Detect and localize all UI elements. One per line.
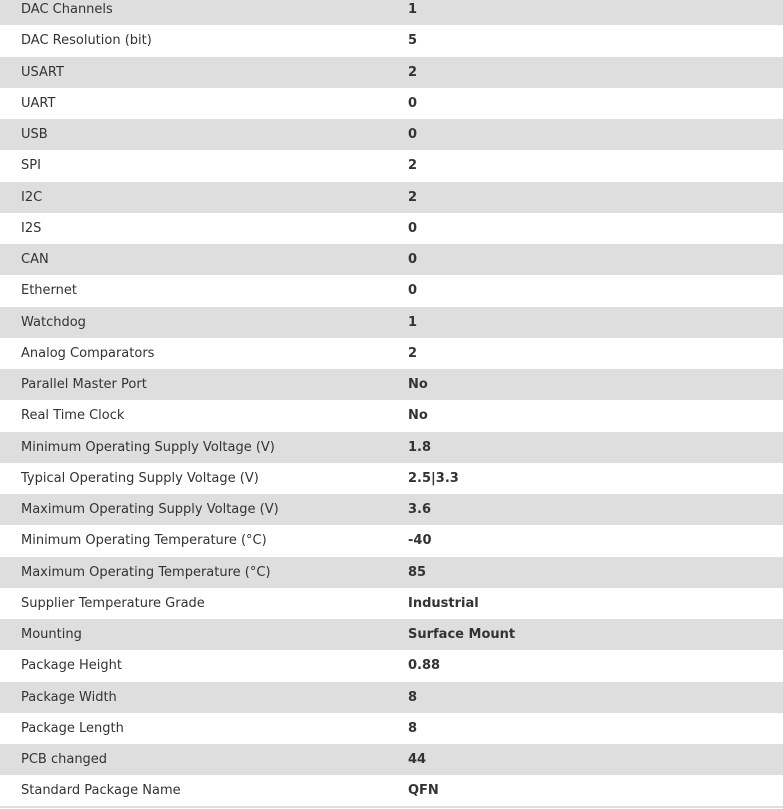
spec-row: Parallel Master Port No	[0, 369, 783, 401]
spec-row: Analog Comparators 2	[0, 337, 783, 369]
spec-value: 1	[408, 2, 418, 18]
spec-value: 1	[408, 314, 418, 330]
spec-row: Watchdog 1	[0, 306, 783, 338]
spec-row: Mounting Surface Mount	[0, 619, 783, 651]
spec-value: No	[408, 408, 428, 424]
spec-label: Package Length	[21, 720, 124, 736]
spec-label: Minimum Operating Temperature (°C)	[21, 533, 267, 549]
spec-row: UART 0	[0, 87, 783, 119]
spec-label: Ethernet	[21, 283, 77, 299]
spec-row: Maximum Operating Temperature (°C) 85	[0, 556, 783, 588]
spec-value: 0	[408, 127, 418, 143]
spec-row: Minimum Operating Supply Voltage (V) 1.8	[0, 431, 783, 463]
spec-row: Package Width 8	[0, 681, 783, 713]
spec-row: SPI 2	[0, 150, 783, 182]
spec-label: Watchdog	[21, 314, 86, 330]
spec-row: Maximum Operating Supply Voltage (V) 3.6	[0, 494, 783, 526]
spec-row: DAC Resolution (bit) 5	[0, 25, 783, 57]
spec-row: Package Height 0.88	[0, 650, 783, 682]
spec-label: Maximum Operating Temperature (°C)	[21, 564, 271, 580]
spec-label: USB	[21, 127, 48, 143]
spec-label: Supplier Temperature Grade	[21, 595, 205, 611]
spec-value: 0	[408, 252, 418, 268]
spec-label: CAN	[21, 252, 49, 268]
spec-value: 8	[408, 720, 418, 736]
spec-row: Minimum Operating Temperature (°C) -40	[0, 525, 783, 557]
spec-value: 0	[408, 95, 418, 111]
spec-label: DAC Resolution (bit)	[21, 33, 152, 49]
spec-value: 5	[408, 33, 418, 49]
spec-value: 44	[408, 752, 427, 768]
spec-value: 2	[408, 345, 418, 361]
spec-value: QFN	[408, 782, 439, 798]
spec-label: Analog Comparators	[21, 345, 155, 361]
spec-value: Industrial	[408, 595, 479, 611]
spec-label: Mounting	[21, 627, 82, 643]
spec-row: Ethernet 0	[0, 275, 783, 307]
spec-row: USART 2	[0, 56, 783, 88]
spec-value: 0.88	[408, 658, 441, 674]
spec-row: Typical Operating Supply Voltage (V) 2.5|…	[0, 462, 783, 494]
spec-value: 3.6	[408, 502, 432, 518]
spec-row: USB 0	[0, 119, 783, 151]
spec-label: UART	[21, 95, 56, 111]
spec-label: Maximum Operating Supply Voltage (V)	[21, 502, 279, 518]
spec-value: 2.5|3.3	[408, 470, 459, 486]
spec-label: Minimum Operating Supply Voltage (V)	[21, 439, 275, 455]
spec-label: I2C	[21, 189, 43, 205]
spec-row: I2C 2	[0, 181, 783, 213]
spec-value: 0	[408, 283, 418, 299]
spec-value: Surface Mount	[408, 627, 516, 643]
spec-label: Package Width	[21, 689, 117, 705]
spec-row: DAC Channels 1	[0, 0, 783, 26]
spec-value: 85	[408, 564, 427, 580]
spec-label: DAC Channels	[21, 2, 113, 18]
spec-row: Standard Package Name QFN	[0, 775, 783, 807]
spec-row: CAN 0	[0, 244, 783, 276]
spec-value: -40	[408, 533, 432, 549]
spec-label: Typical Operating Supply Voltage (V)	[21, 470, 259, 486]
spec-label: Package Height	[21, 658, 122, 674]
spec-value: 2	[408, 158, 418, 174]
spec-value: 2	[408, 189, 418, 205]
spec-row: Real Time Clock No	[0, 400, 783, 432]
spec-label: SPI	[21, 158, 41, 174]
spec-row: Package Length 8	[0, 712, 783, 744]
spec-value: No	[408, 377, 428, 393]
spec-value: 2	[408, 64, 418, 80]
spec-label: Real Time Clock	[21, 408, 125, 424]
spec-value: 1.8	[408, 439, 432, 455]
spec-row: PCB changed 44	[0, 744, 783, 776]
spec-row: Supplier Temperature Grade Industrial	[0, 587, 783, 619]
spec-label: Parallel Master Port	[21, 377, 147, 393]
spec-label: USART	[21, 64, 64, 80]
spec-row: I2S 0	[0, 212, 783, 244]
spec-label: I2S	[21, 220, 42, 236]
spec-value: 0	[408, 220, 418, 236]
spec-label: Standard Package Name	[21, 782, 181, 798]
spec-label: PCB changed	[21, 752, 108, 768]
spec-value: 8	[408, 689, 418, 705]
